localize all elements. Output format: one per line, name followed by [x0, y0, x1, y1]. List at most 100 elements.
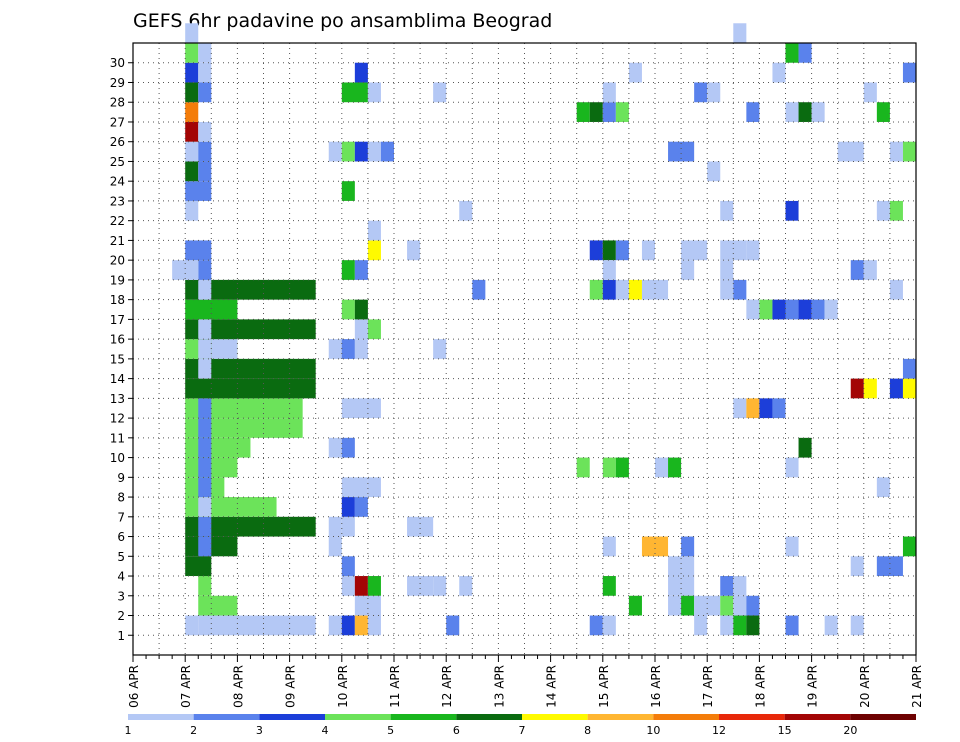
precip-cell — [876, 200, 890, 221]
colorbar-label: 20 — [843, 724, 857, 737]
precip-cell — [407, 240, 421, 261]
precip-cell — [198, 615, 316, 636]
colorbar-swatch — [128, 714, 194, 720]
precip-cell — [198, 418, 212, 438]
precip-cell — [354, 497, 368, 517]
precip-cell — [824, 299, 838, 320]
x-tick-label: 06 APR — [127, 665, 141, 708]
precip-cell — [198, 457, 212, 478]
precip-cell — [185, 141, 199, 162]
precip-cell — [720, 576, 734, 596]
precip-cell — [354, 595, 381, 616]
colorbar-swatch — [850, 714, 916, 720]
y-tick-label: 10 — [110, 451, 125, 465]
precip-cell — [380, 141, 394, 162]
precip-cell — [602, 240, 616, 261]
precip-cell — [759, 299, 773, 320]
precip-cell — [185, 279, 316, 300]
precip-cell — [407, 576, 434, 596]
y-tick-label: 17 — [110, 313, 125, 327]
y-tick-label: 3 — [117, 589, 125, 603]
precip-cell — [198, 339, 212, 359]
precip-cell — [185, 418, 303, 438]
precip-cell — [720, 279, 734, 300]
precip-cell — [811, 299, 825, 320]
precip-cell — [367, 576, 381, 596]
precip-cell — [354, 299, 368, 320]
precip-cell — [354, 615, 368, 636]
precip-cell — [185, 62, 199, 83]
precip-cell — [681, 595, 695, 616]
y-tick-label: 27 — [110, 115, 125, 129]
precip-cell — [902, 141, 916, 162]
precip-cell — [602, 536, 616, 557]
precip-cell — [341, 615, 355, 636]
precip-cell — [185, 319, 316, 340]
precip-cell — [198, 358, 212, 379]
precip-cell — [602, 615, 616, 636]
y-tick-label: 15 — [110, 352, 125, 366]
precip-cell — [341, 576, 355, 596]
precip-cell — [433, 576, 447, 596]
y-tick-label: 18 — [110, 293, 125, 307]
precip-cell — [446, 615, 460, 636]
precip-cell — [185, 556, 212, 577]
precip-cell — [902, 62, 916, 83]
precip-cell — [354, 62, 368, 83]
precip-cell — [902, 378, 916, 399]
precip-cell — [772, 398, 786, 419]
precip-cell — [798, 102, 812, 122]
colorbar-swatch — [456, 714, 522, 720]
colorbar-swatch — [193, 714, 260, 720]
precip-cell — [720, 595, 734, 616]
y-tick-label: 22 — [110, 214, 125, 228]
precip-cell — [185, 82, 199, 103]
colorbar-swatch — [653, 714, 719, 720]
precip-cell — [785, 536, 799, 557]
chart-title: GEFS 6hr padavine po ansamblima Beograd — [133, 10, 552, 32]
precip-cell — [850, 378, 864, 399]
y-tick-label: 12 — [110, 412, 125, 426]
colorbar-swatch — [390, 714, 457, 720]
y-tick-label: 2 — [117, 609, 125, 623]
precipitation-cells — [172, 23, 916, 636]
y-tick-label: 19 — [110, 273, 125, 287]
colorbar-label: 2 — [190, 724, 197, 737]
precip-cell — [798, 299, 812, 320]
precip-cell — [733, 576, 747, 596]
precip-cell — [876, 556, 903, 577]
precip-cell — [889, 200, 903, 221]
precip-cell — [876, 102, 890, 122]
precip-cell — [602, 82, 616, 103]
x-tick-label: 13 APR — [492, 665, 506, 708]
precip-cell — [641, 240, 655, 261]
precip-cell — [602, 576, 616, 596]
precip-cell — [694, 615, 708, 636]
precip-cell — [198, 477, 212, 498]
precip-cell — [589, 240, 603, 261]
x-tick-label: 09 APR — [284, 665, 298, 708]
precip-cell — [694, 82, 708, 103]
colorbar-swatch — [784, 714, 851, 720]
precip-cell — [354, 141, 368, 162]
x-tick-label: 08 APR — [231, 665, 245, 708]
precip-cell — [198, 437, 212, 458]
precip-cell — [837, 141, 864, 162]
x-tick-label: 11 APR — [388, 665, 402, 708]
precip-cell — [341, 339, 355, 359]
precip-cell — [850, 260, 864, 280]
precip-cell — [733, 398, 747, 419]
precip-cell — [655, 457, 669, 478]
precip-cell — [198, 121, 212, 142]
x-tick-label: 19 APR — [806, 665, 820, 708]
colorbar-label: 15 — [778, 724, 792, 737]
precip-cell — [850, 556, 864, 577]
precip-cell — [902, 536, 916, 557]
precip-cell — [785, 299, 799, 320]
precip-cell — [668, 595, 682, 616]
precip-cell — [407, 516, 434, 537]
precip-cell — [668, 556, 695, 577]
precip-cell — [785, 615, 799, 636]
y-tick-label: 23 — [110, 194, 125, 208]
